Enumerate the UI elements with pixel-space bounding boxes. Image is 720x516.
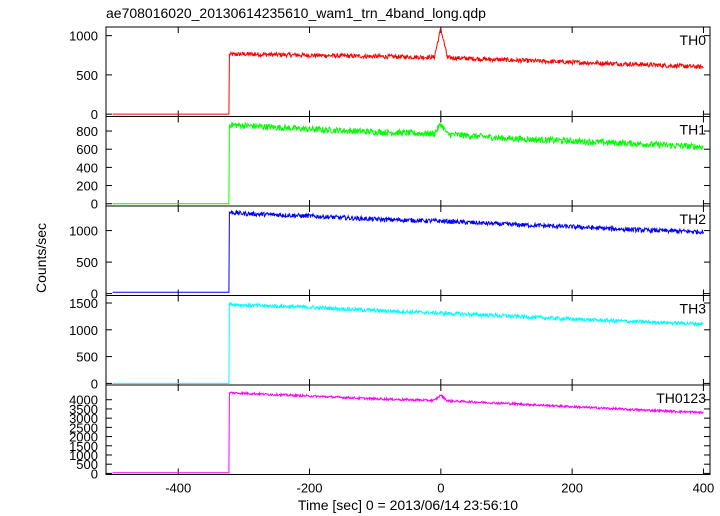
series-th3 [112,301,704,384]
chart-title: ae708016020_20130614235610_wam1_trn_4ban… [106,5,486,21]
y-tick-label: 1000 [69,448,98,463]
y-tick-label: 0 [91,197,98,212]
x-tick-label: 200 [561,481,583,496]
y-tick-label: 400 [76,160,98,175]
y-tick-label: 2000 [69,430,98,445]
series-label-th0123: TH0123 [656,390,706,406]
x-axis-label: Time [sec] 0 = 2013/06/14 23:56:10 [298,497,518,513]
series-label-th0: TH0 [680,32,707,48]
y-tick-label: 2500 [69,420,98,435]
y-tick-label: 1000 [69,224,98,239]
y-tick-label: 500 [76,68,98,83]
y-axis-label: Counts/sec [33,223,49,293]
panel-frame [105,26,711,117]
series-th1 [112,121,704,205]
y-tick-label: 800 [76,124,98,139]
x-tick-label: 400 [693,481,715,496]
y-tick-label: 1000 [69,29,98,44]
y-tick-label: 500 [76,350,98,365]
series-th0 [112,28,704,115]
panel-frame [105,295,711,386]
series-label-th3: TH3 [680,301,707,317]
y-tick-label: 0 [91,376,98,391]
y-tick-label: 0 [91,287,98,302]
x-tick-label: -400 [165,481,191,496]
y-tick-label: 3500 [69,402,98,417]
x-tick-label: 0 [437,481,444,496]
panel-frame [105,384,711,475]
series-th2 [112,209,704,293]
y-tick-label: 0 [91,107,98,122]
series-label-th1: TH1 [680,122,707,138]
y-tick-label: 3000 [69,411,98,426]
panel-th1: 0 200 400 600 800 TH1 [76,116,711,212]
panel-th2: 0 500 1000 TH2 [69,205,711,302]
y-tick-label: 500 [76,457,98,472]
panel-th0: 0 500 1000 TH0 [69,26,711,122]
y-tick-label: 1500 [69,296,98,311]
panel-th3: 0 500 1000 1500 TH3 [69,295,711,391]
y-tick-label: 1500 [69,439,98,454]
y-tick-label: 4000 [69,393,98,408]
y-tick-label: 1000 [69,323,98,338]
y-tick-label: 200 [76,179,98,194]
y-tick-label: 600 [76,142,98,157]
y-tick-label: 500 [76,255,98,270]
y-tick-label: 0 [91,466,98,481]
x-tick-label: -200 [297,481,323,496]
series-label-th2: TH2 [680,211,707,227]
panel-frame [105,116,711,207]
series-th0123 [112,390,704,474]
